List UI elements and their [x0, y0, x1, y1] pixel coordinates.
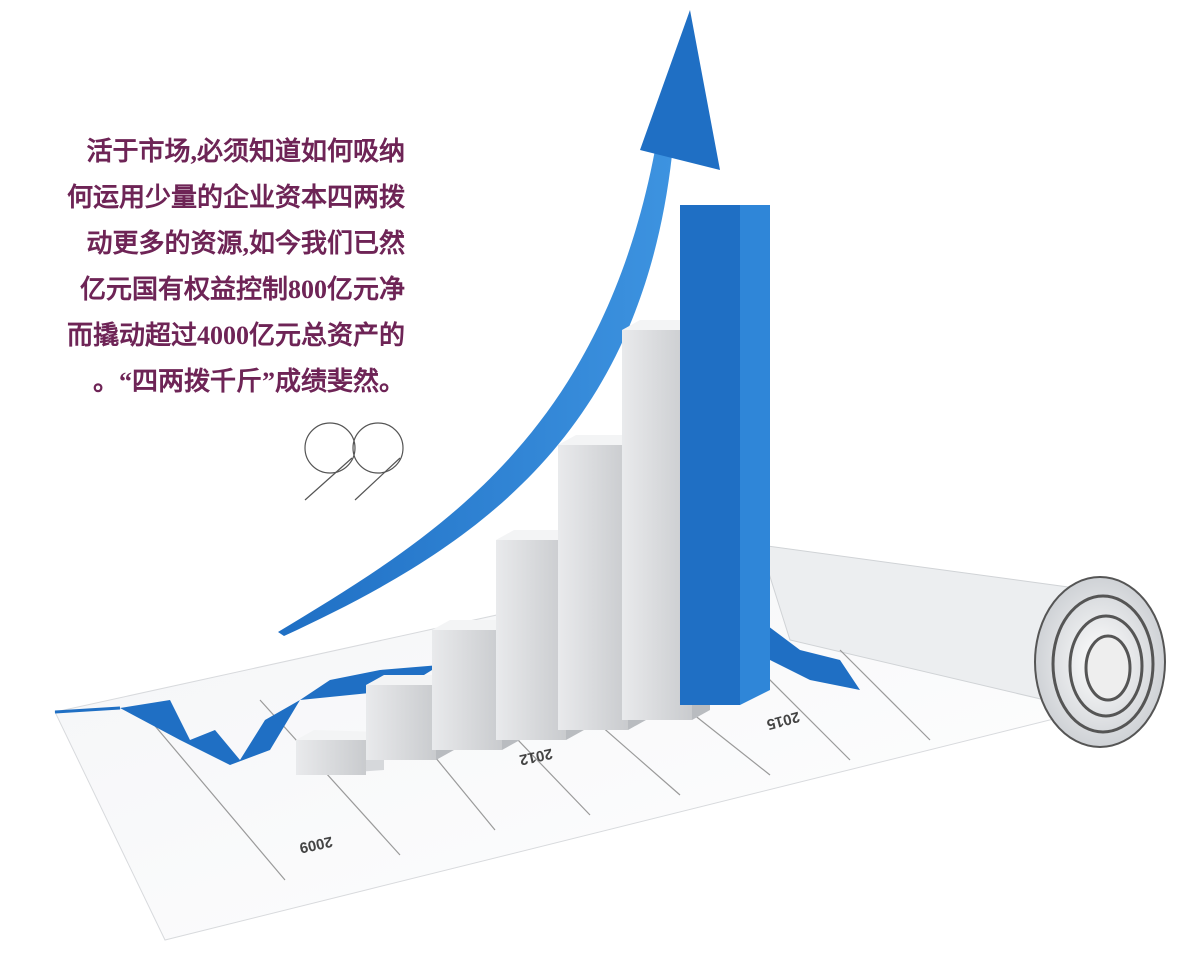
quote-line: 动更多的资源,如今我们已然 [86, 228, 405, 258]
paper-roll [1034, 576, 1166, 748]
year-label: 2009 [298, 833, 334, 857]
quote-line: 亿元国有权益控制800亿元净 [80, 275, 405, 304]
quote-line: 何运用少量的企业资本四两拨 [67, 182, 406, 212]
bars [296, 205, 770, 775]
quote-mark [304, 422, 404, 501]
quote-line: 活于市场,必须知道如何吸纳 [86, 136, 405, 166]
quote-line: 。“四两拨千斤”成绩斐然。 [93, 366, 405, 396]
quote-line: 而撬动超过4000亿元总资产的 [67, 320, 405, 350]
year-label: 2012 [518, 745, 554, 769]
arrow [278, 10, 720, 636]
quote-text: 活于市场,必须知道如何吸纳 何运用少量的企业资本四两拨 动更多的资源,如今我们已… [67, 136, 406, 396]
